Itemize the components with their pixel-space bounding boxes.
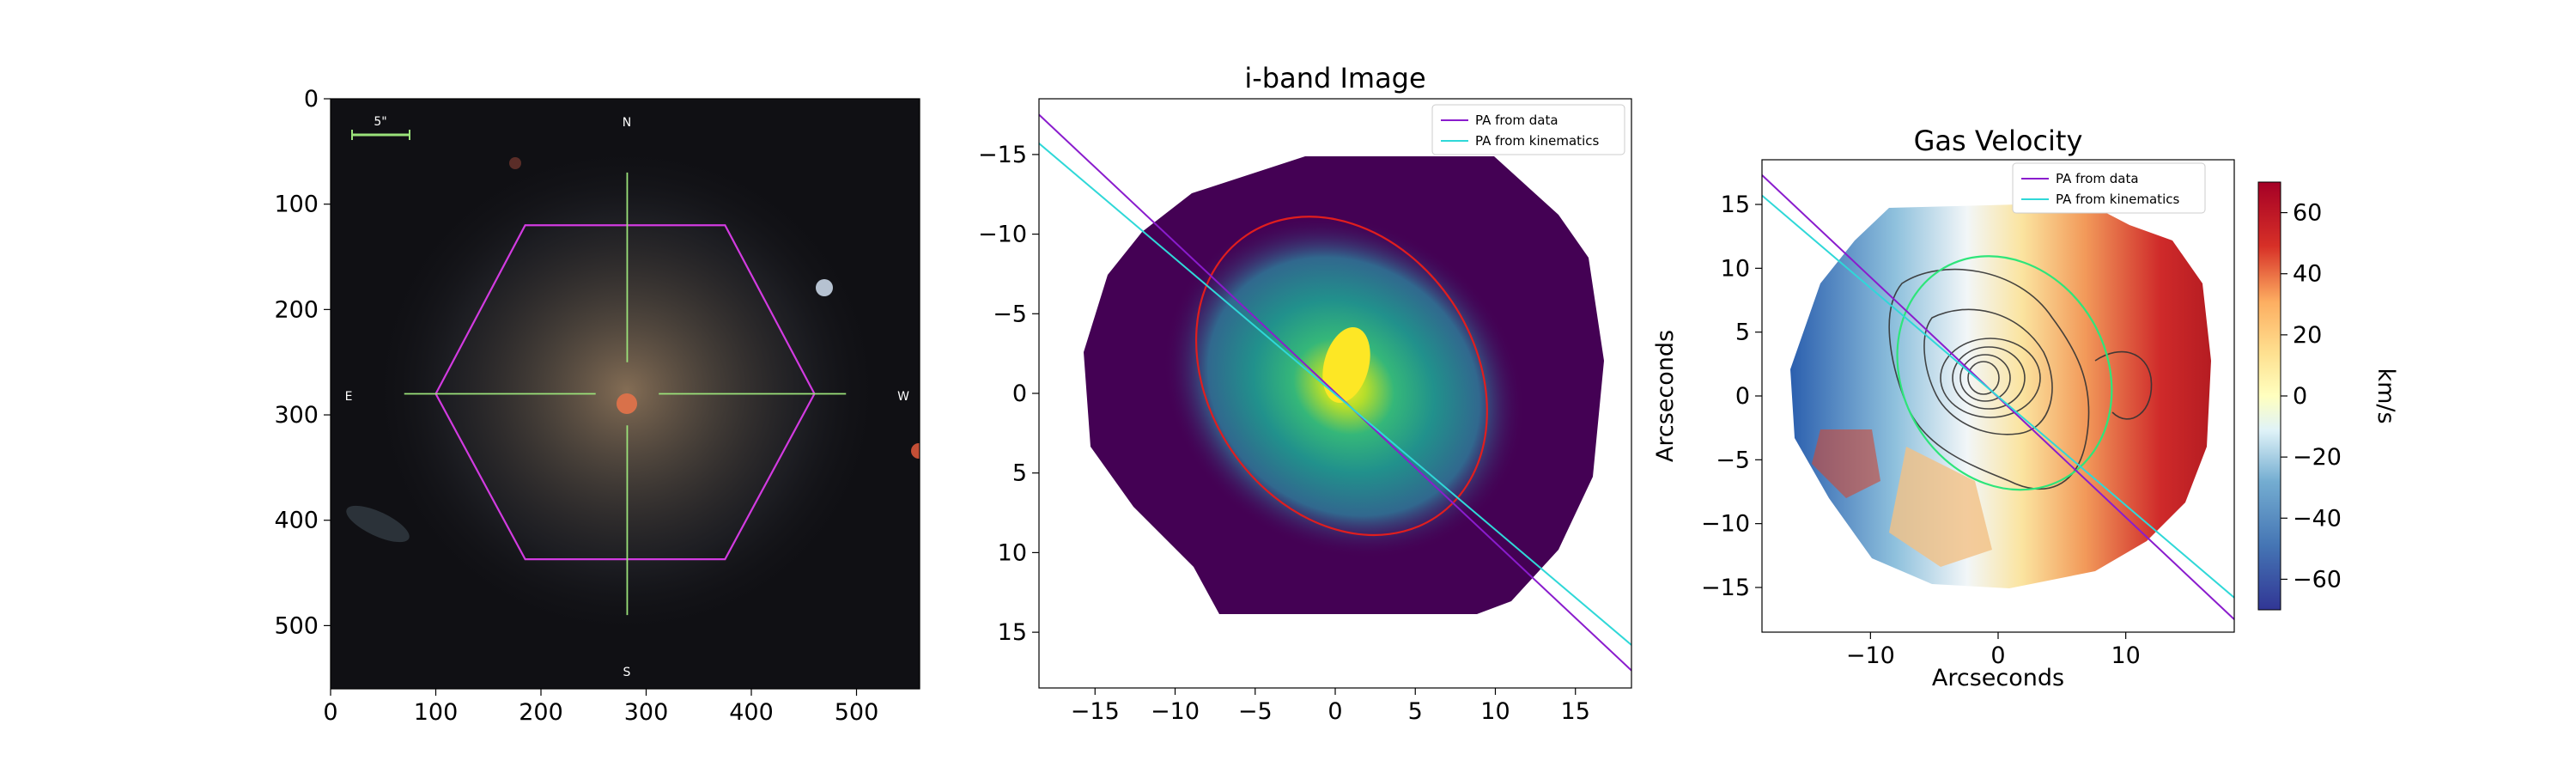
optical-xtick-label: 0 [323,699,337,726]
compass-east: E [345,390,353,404]
iband-xtick-label: 15 [1561,698,1590,725]
velocity-legend-label-data: PA from data [2056,171,2139,186]
iband-ytick-label: 0 [1012,380,1027,407]
iband-core [1322,327,1370,403]
colorbar-tick-label: −40 [2293,505,2342,532]
iband-ellipse [1194,216,1488,537]
velocity-ytick-label: 10 [1721,255,1750,282]
iband-ytick-label: −15 [978,142,1027,168]
optical-ytick-label: 400 [274,508,319,534]
iband-xtick-label: 5 [1408,698,1423,725]
iband-xtick-label: −5 [1238,698,1273,725]
iband-ytick-label: 15 [998,619,1027,646]
iband-ytick-label: 5 [1012,460,1027,487]
optical-xtick-label: 500 [835,699,879,726]
velocity-xtick-label: −10 [1846,642,1895,669]
contour-3 [1940,338,2041,418]
optical-ytick-label: 300 [274,402,319,429]
colorbar [2257,181,2281,611]
foreground-star [816,279,833,296]
compass-south: S [623,666,631,679]
compass-west: W [897,390,909,404]
velocity-xlabel: Arcseconds [1932,665,2064,691]
iband-legend: PA from data PA from kinematics [1431,104,1625,155]
iband-panel: i-band Image −15 −10 −5 0 5 10 15 −15 −10 −5 0 5 10 1… [978,62,1632,725]
colorbar-tick-label: 60 [2293,200,2322,227]
velocity-ytick-label: −5 [1716,447,1750,473]
contour-side [2094,350,2153,420]
velocity-legend: PA from data PA from kinematics [2012,162,2206,214]
edge-star [911,443,920,459]
flux-contours [1888,268,2153,490]
velocity-xtick-label: 0 [1990,642,2005,669]
iband-legend-label-data: PA from data [1475,113,1558,128]
iband-xtick-label: −10 [1151,698,1200,725]
iband-xtick-label: 10 [1480,698,1510,725]
iband-ytick-label: −5 [993,301,1027,327]
compass-north: N [623,116,631,130]
optical-ytick-label: 0 [304,86,319,113]
contour-2 [1923,308,2053,435]
velocity-ytick-label: 0 [1735,383,1750,410]
contour-4 [1952,346,2026,410]
velocity-pa-kinematics-line [1762,194,2234,599]
iband-ytick-label: 10 [998,539,1027,566]
optical-xtick-label: 100 [414,699,459,726]
velocity-ytick-label: 5 [1735,320,1750,346]
iband-title: i-band Image [1244,62,1425,94]
colorbar-tick-label: −60 [2293,566,2342,593]
velocity-panel: Gas Velocity −10 0 10 15 10 5 0 −5 −10 −15 Arcsec… [1652,125,2399,691]
optical-ytick-label: 200 [274,296,319,323]
optical-frame [330,98,920,690]
contour-6 [1967,361,2000,395]
iband-pa-data-line [1039,113,1631,672]
velocity-patch-lower [1889,447,1992,567]
optical-ytick-label: 500 [274,612,319,639]
velocity-patch-left [1812,429,1880,498]
colorbar-tick-label: 20 [2293,322,2322,349]
velocity-ytick-label: −15 [1701,575,1750,601]
iband-xtick-label: 0 [1327,698,1342,725]
velocity-xtick-label: 10 [2111,642,2140,669]
velocity-legend-box [2012,162,2206,214]
iband-ytick-label: −10 [978,222,1027,248]
optical-xtick-label: 400 [729,699,774,726]
iband-xtick-label: −15 [1071,698,1120,725]
scale-bar-label: 5" [374,115,386,129]
velocity-legend-label-kin: PA from kinematics [2056,192,2179,207]
colorbar-tick-label: 40 [2293,261,2322,288]
iband-legend-label-kin: PA from kinematics [1475,133,1599,149]
colorbar-label: km/s [2372,368,2399,423]
galaxy-nucleus [617,393,637,414]
iband-legend-box [1431,104,1625,155]
faint-source [509,157,521,169]
colorbar-tick-label: −20 [2293,444,2342,471]
iband-pa-kinematics-line [1039,143,1631,646]
optical-ytick-label: 100 [274,192,319,218]
velocity-title: Gas Velocity [1914,125,2083,157]
galaxy-light [369,142,884,640]
velocity-ylabel: Arcseconds [1652,330,1679,462]
optical-xtick-label: 300 [624,699,669,726]
faint-galaxy [346,505,410,543]
optical-xtick-label: 200 [519,699,563,726]
velocity-ellipse [1896,255,2113,491]
velocity-ytick-label: −10 [1701,511,1750,538]
contour-5 [1959,354,2011,402]
velocity-ytick-label: 15 [1721,192,1750,218]
colorbar-tick-label: 0 [2293,383,2307,410]
